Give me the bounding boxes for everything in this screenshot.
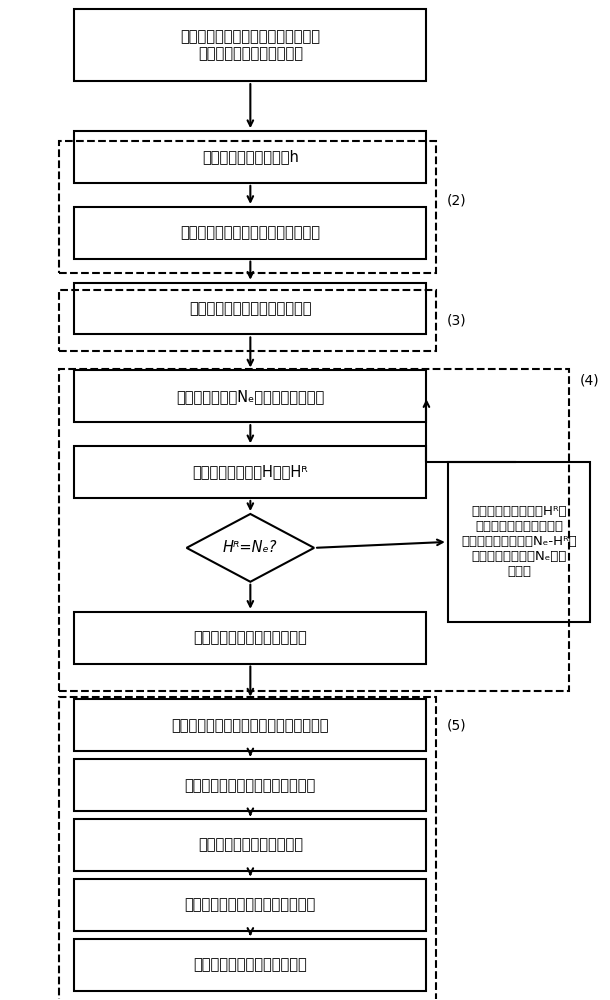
Text: 计算待定系数数Nₑ，并生成初始配点: 计算待定系数数Nₑ，并生成初始配点 xyxy=(176,389,325,404)
Text: (2): (2) xyxy=(447,194,467,208)
Polygon shape xyxy=(187,514,314,582)
FancyBboxPatch shape xyxy=(74,879,426,931)
Bar xyxy=(59,141,436,273)
FancyBboxPatch shape xyxy=(74,446,426,498)
Text: 建立配点与节点电压的混沌多项式: 建立配点与节点电压的混沌多项式 xyxy=(185,897,316,912)
Text: 计算混沌多项式的待定系数: 计算混沌多项式的待定系数 xyxy=(198,838,303,853)
Text: (3): (3) xyxy=(447,314,467,328)
FancyBboxPatch shape xyxy=(74,9,426,81)
FancyBboxPatch shape xyxy=(74,759,426,811)
Bar xyxy=(59,697,436,1000)
FancyBboxPatch shape xyxy=(74,819,426,871)
Text: 估计各节点负荷的概率密度函数: 估计各节点负荷的概率密度函数 xyxy=(189,301,312,316)
Text: 计算核密度估计的带宽h: 计算核密度估计的带宽h xyxy=(202,149,299,164)
Text: Hᴿ=Nₑ?: Hᴿ=Nₑ? xyxy=(223,540,278,555)
Text: (5): (5) xyxy=(447,718,467,732)
FancyBboxPatch shape xyxy=(74,131,426,183)
Text: 计算待定系数矩阵H的秩Hᴿ: 计算待定系数矩阵H的秩Hᴿ xyxy=(193,465,308,480)
FancyBboxPatch shape xyxy=(74,939,426,991)
Text: 计算配电网各个节点电压均值: 计算配电网各个节点电压均值 xyxy=(193,957,307,972)
Text: 输入光伏电源输出功率的实测数据以
及配电网的线路和负荷参数: 输入光伏电源输出功率的实测数据以 及配电网的线路和负荷参数 xyxy=(181,29,320,61)
FancyBboxPatch shape xyxy=(74,207,426,259)
Text: 计算配电网各节点电压的典型样本: 计算配电网各节点电压的典型样本 xyxy=(185,778,316,793)
Bar xyxy=(59,369,569,691)
Text: 从当前配点组中选择Hᴿ个
线性无关的配点，并从待
选配点中依次选取（Nₑ-Hᴿ）
个配点，共同构成Nₑ个配
点组合: 从当前配点组中选择Hᴿ个 线性无关的配点，并从待 选配点中依次选取（Nₑ-Hᴿ）… xyxy=(461,505,577,578)
Bar xyxy=(59,290,436,351)
FancyBboxPatch shape xyxy=(74,699,426,751)
FancyBboxPatch shape xyxy=(74,612,426,664)
FancyBboxPatch shape xyxy=(74,283,426,334)
Text: (4): (4) xyxy=(580,373,599,387)
Text: 保存当前配点组合为所选配点: 保存当前配点组合为所选配点 xyxy=(193,630,307,645)
FancyBboxPatch shape xyxy=(74,370,426,422)
Text: 估计光伏电源输出功率概率密度函数: 估计光伏电源输出功率概率密度函数 xyxy=(181,225,320,240)
FancyBboxPatch shape xyxy=(448,462,590,622)
Text: 计算光伏电源输出功率和负荷的典型样本: 计算光伏电源输出功率和负荷的典型样本 xyxy=(171,718,329,733)
